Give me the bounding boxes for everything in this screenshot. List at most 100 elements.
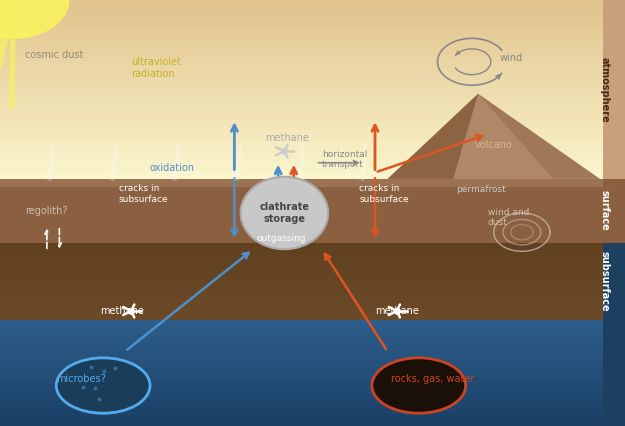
Bar	[0, 27, 603, 31]
Bar	[0, 258, 603, 262]
Bar	[0, 266, 603, 270]
Text: cosmic dust: cosmic dust	[25, 50, 84, 60]
Bar	[0, 112, 603, 116]
Bar	[0, 300, 603, 304]
Bar	[0, 341, 603, 346]
Text: wind: wind	[500, 52, 523, 63]
Bar	[0, 273, 603, 277]
Bar	[0, 121, 603, 125]
Text: surface: surface	[600, 190, 610, 231]
Bar	[0, 81, 603, 85]
Bar	[0, 67, 603, 72]
Bar	[0, 18, 603, 22]
Text: horizontal
transport: horizontal transport	[322, 150, 368, 170]
Bar	[0, 250, 603, 254]
Bar	[0, 330, 603, 336]
Bar	[0, 346, 603, 351]
Bar	[0, 49, 603, 54]
Bar	[0, 289, 603, 293]
Bar	[0, 107, 603, 112]
Bar	[0, 179, 603, 187]
Bar	[0, 152, 603, 156]
Bar	[0, 63, 603, 67]
Bar	[0, 89, 603, 94]
Bar	[0, 103, 603, 107]
Bar	[0, 415, 603, 421]
Bar	[0, 281, 603, 285]
Bar	[0, 262, 603, 266]
Bar	[0, 296, 603, 300]
Bar	[0, 161, 603, 165]
Bar	[0, 45, 603, 49]
Text: oxidation: oxidation	[150, 163, 195, 173]
Bar	[0, 367, 603, 373]
Ellipse shape	[372, 358, 466, 413]
Bar	[0, 254, 603, 258]
Bar	[0, 58, 603, 63]
Bar	[0, 125, 603, 130]
Bar	[0, 72, 603, 76]
Text: cracks in
subsurface: cracks in subsurface	[359, 184, 409, 204]
Polygon shape	[388, 94, 478, 179]
Bar	[0, 157, 603, 161]
Bar	[0, 143, 603, 147]
Bar	[0, 389, 603, 394]
Bar	[0, 138, 603, 143]
Bar	[0, 336, 603, 341]
Bar	[0, 36, 603, 40]
Bar	[0, 116, 603, 121]
Bar	[0, 98, 603, 103]
Bar	[0, 243, 603, 247]
Bar	[0, 293, 603, 296]
Bar	[0, 405, 603, 410]
Bar	[0, 40, 603, 45]
Bar	[0, 22, 603, 27]
Bar	[0, 130, 603, 134]
Text: rocks, gas, water: rocks, gas, water	[391, 374, 474, 384]
Text: ultraviolet
radiation: ultraviolet radiation	[131, 58, 181, 79]
Ellipse shape	[241, 177, 328, 249]
Bar	[0, 312, 603, 316]
Bar	[0, 0, 603, 4]
Bar	[0, 175, 603, 179]
Text: regolith?: regolith?	[25, 206, 68, 216]
Bar	[0, 32, 603, 36]
Bar	[0, 378, 603, 383]
Text: wind and
dust: wind and dust	[488, 207, 529, 227]
Bar	[0, 13, 603, 18]
Text: clathrate
storage: clathrate storage	[259, 202, 309, 224]
Bar	[0, 357, 603, 362]
Bar	[0, 410, 603, 415]
Text: permafrost: permafrost	[456, 185, 506, 194]
Bar	[0, 247, 603, 250]
Text: cracks in
subsurface: cracks in subsurface	[119, 184, 168, 204]
Bar	[0, 179, 603, 243]
Circle shape	[0, 0, 69, 38]
Bar	[0, 400, 603, 405]
Bar	[0, 76, 603, 81]
Bar	[0, 394, 603, 400]
Text: volcano: volcano	[475, 140, 513, 150]
Text: methane: methane	[100, 306, 144, 316]
Bar	[0, 85, 603, 89]
Bar	[0, 9, 603, 13]
Text: atmosphere: atmosphere	[600, 57, 610, 122]
Text: subsurface: subsurface	[600, 251, 610, 311]
Text: methane: methane	[266, 133, 309, 144]
Bar	[0, 134, 603, 138]
Bar	[0, 147, 603, 152]
Bar	[0, 170, 603, 175]
Bar	[0, 277, 603, 281]
Bar	[603, 0, 625, 179]
Bar	[0, 351, 603, 357]
Text: microbes?: microbes?	[56, 374, 106, 384]
Bar	[0, 308, 603, 312]
Bar	[0, 316, 603, 320]
Bar	[0, 285, 603, 289]
Bar	[0, 54, 603, 58]
Bar	[0, 4, 603, 9]
Polygon shape	[388, 94, 600, 179]
Bar	[0, 166, 603, 170]
Bar	[603, 243, 625, 426]
Text: methane: methane	[375, 306, 419, 316]
